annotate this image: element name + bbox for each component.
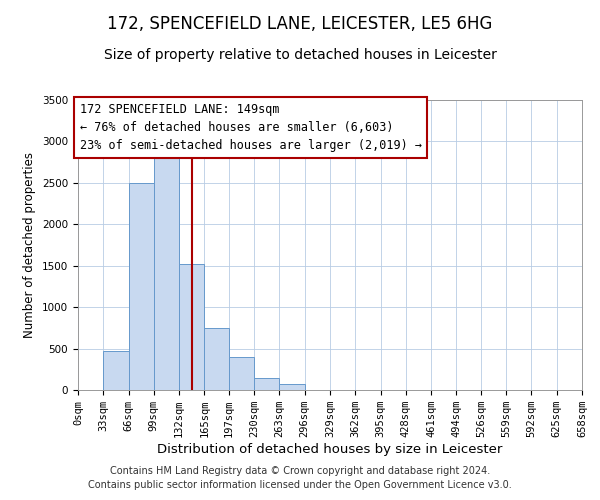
Text: Contains HM Land Registry data © Crown copyright and database right 2024.
Contai: Contains HM Land Registry data © Crown c…: [88, 466, 512, 490]
Bar: [254, 378, 280, 390]
Bar: [280, 384, 305, 390]
X-axis label: Distribution of detached houses by size in Leicester: Distribution of detached houses by size …: [157, 443, 503, 456]
Y-axis label: Number of detached properties: Number of detached properties: [23, 152, 37, 338]
Text: 172 SPENCEFIELD LANE: 149sqm
← 76% of detached houses are smaller (6,603)
23% of: 172 SPENCEFIELD LANE: 149sqm ← 76% of de…: [80, 104, 422, 152]
Bar: [154, 158, 179, 390]
Bar: [229, 357, 254, 390]
Text: 172, SPENCEFIELD LANE, LEICESTER, LE5 6HG: 172, SPENCEFIELD LANE, LEICESTER, LE5 6H…: [107, 15, 493, 33]
Bar: [205, 328, 229, 390]
Bar: [128, 183, 154, 390]
Bar: [179, 264, 205, 390]
Text: Size of property relative to detached houses in Leicester: Size of property relative to detached ho…: [104, 48, 496, 62]
Bar: [103, 351, 128, 390]
